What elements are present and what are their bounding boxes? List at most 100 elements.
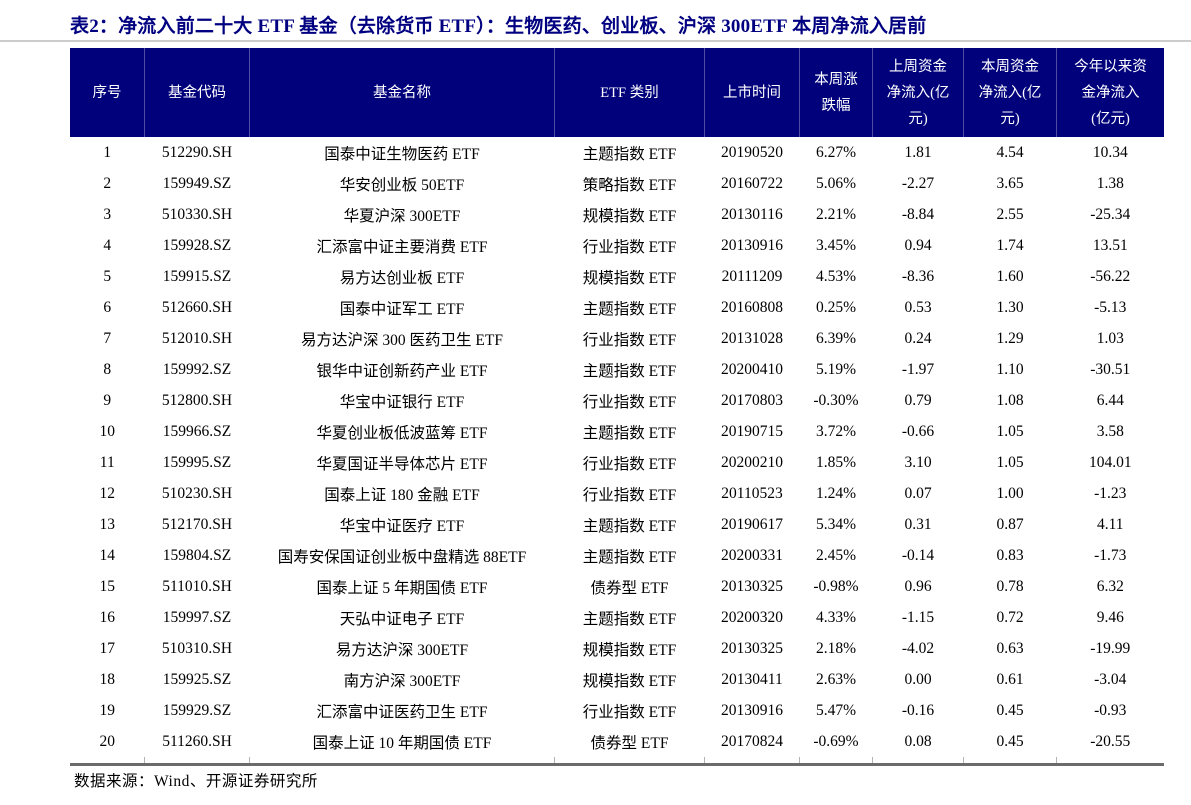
table-cell: -0.16 <box>901 701 935 719</box>
table-cell: 20190617 <box>721 515 783 533</box>
table-cell: 1.30 <box>996 298 1024 316</box>
table-cell: 3.58 <box>1096 422 1124 440</box>
table-body: 1 512290.SH 国泰中证生物医药 ETF 主题指数 ETF 20190520 6.… <box>70 137 1164 757</box>
table-cell: 2.63% <box>815 670 857 688</box>
table-cell: 511260.SH <box>162 732 232 750</box>
table-cell: 国泰上证 5 年期国债 ETF <box>316 579 488 597</box>
table-cell: 20200410 <box>721 360 783 378</box>
table-cell: 4.54 <box>996 143 1024 161</box>
table-cell: -0.69% <box>813 732 859 750</box>
table-cell: 0.24 <box>904 329 932 347</box>
table-cell: 20131028 <box>721 329 783 347</box>
table-cell: 南方沪深 300ETF <box>343 672 461 690</box>
table-cell: 6.32 <box>1096 577 1124 595</box>
table-cell: 20190520 <box>721 143 783 161</box>
table-row: 10 159966.SZ 华夏创业板低波蓝筹 ETF 主题指数 ETF 20190715… <box>70 416 1164 447</box>
table-cell: 3 <box>103 205 112 223</box>
table-row: 15 511010.SH 国泰上证 5 年期国债 ETF 债券型 ETF 2013032… <box>70 571 1164 602</box>
strip-cell <box>70 757 145 765</box>
table-cell: 5 <box>103 267 112 285</box>
table-cell: -3.04 <box>1094 670 1127 688</box>
table-cell: 行业指数 ETF <box>582 238 677 256</box>
table-row: 14 159804.SZ 国寿安保国证创业板中盘精选 88ETF 主题指数 ETF 20… <box>70 540 1164 571</box>
table-cell: 3.10 <box>904 453 932 471</box>
table-cell: 15 <box>99 577 116 595</box>
table-cell: 策略指数 ETF <box>582 176 677 194</box>
table-cell: -0.66 <box>901 422 935 440</box>
table-cell: 20170803 <box>721 391 783 409</box>
table-cell: 1.08 <box>996 391 1024 409</box>
table-cell: 银华中证创新药产业 ETF <box>316 362 488 380</box>
table-cell: 易方达创业板 ETF <box>339 269 465 287</box>
table-cell: 汇添富中证医药卫生 ETF <box>316 703 488 721</box>
column-header: 基金代码 <box>144 48 250 137</box>
table-cell: 159966.SZ <box>162 422 232 440</box>
etf-fund-table: 序号 基金代码 基金名称 ETF 类别 上市时间 本周涨 跌幅 上周资金 净流入(亿 元) 本… <box>70 48 1164 766</box>
table-cell: 159997.SZ <box>162 608 232 626</box>
table-cell: 20160722 <box>721 174 783 192</box>
table-cell: 0.63 <box>996 639 1024 657</box>
table-cell: 10.34 <box>1092 143 1128 161</box>
table-cell: 104.01 <box>1088 453 1132 471</box>
column-header: 基金名称 <box>249 48 555 137</box>
table-cell: 规模指数 ETF <box>582 672 677 690</box>
strip-cell <box>1057 757 1165 765</box>
table-cell: 20130325 <box>721 577 783 595</box>
table-cell: 1.05 <box>996 453 1024 471</box>
table-cell: 1.81 <box>904 143 932 161</box>
table-row: 11 159995.SZ 华夏国证半导体芯片 ETF 行业指数 ETF 20200210… <box>70 447 1164 478</box>
table-cell: 规模指数 ETF <box>582 207 677 225</box>
table-cell: 20130325 <box>721 639 783 657</box>
table-cell: 5.19% <box>815 360 857 378</box>
table-cell: 20190715 <box>721 422 783 440</box>
table-cell: 159929.SZ <box>162 701 232 719</box>
table-cell: 1.29 <box>996 329 1024 347</box>
table-cell: 12 <box>99 484 116 502</box>
strip-cell <box>249 757 555 765</box>
table-cell: 0.78 <box>996 577 1024 595</box>
table-row: 19 159929.SZ 汇添富中证医药卫生 ETF 行业指数 ETF 20130916… <box>70 695 1164 726</box>
table-cell: 20 <box>99 732 116 750</box>
table-row: 13 512170.SH 华宝中证医疗 ETF 主题指数 ETF 20190617 5.3… <box>70 509 1164 540</box>
strip-cell <box>144 757 250 765</box>
table-cell: 20130116 <box>721 205 783 223</box>
table-cell: 天弘中证电子 ETF <box>339 610 465 628</box>
table-cell: 主题指数 ETF <box>582 548 677 566</box>
table-cell: 0.72 <box>996 608 1024 626</box>
table-cell: 华宝中证银行 ETF <box>339 393 465 411</box>
table-cell: 0.53 <box>904 298 932 316</box>
table-cell: 行业指数 ETF <box>582 703 677 721</box>
table-cell: 159995.SZ <box>162 453 232 471</box>
column-header: 上周资金 净流入(亿 元) <box>872 48 964 137</box>
table-cell: 规模指数 ETF <box>582 641 677 659</box>
table-cell: -4.02 <box>901 639 935 657</box>
table-cell: 3.72% <box>815 422 857 440</box>
table-cell: 华安创业板 50ETF <box>339 176 465 194</box>
table-row: 7 512010.SH 易方达沪深 300 医药卫生 ETF 行业指数 ETF 2013… <box>70 323 1164 354</box>
table-row: 6 512660.SH 国泰中证军工 ETF 主题指数 ETF 20160808 0.25… <box>70 292 1164 323</box>
column-header: 本周资金 净流入(亿 元) <box>963 48 1057 137</box>
table-cell: 159915.SZ <box>162 267 232 285</box>
table-row: 12 510230.SH 国泰上证 180 金融 ETF 行业指数 ETF 201105… <box>70 478 1164 509</box>
table-cell: 华夏创业板低波蓝筹 ETF <box>316 424 488 442</box>
table-cell: -1.97 <box>901 360 935 378</box>
table-cell: 0.83 <box>996 546 1024 564</box>
strip-cell <box>963 757 1057 765</box>
table-cell: -5.13 <box>1094 298 1127 316</box>
table-cell: 20130916 <box>721 701 783 719</box>
table-cell: 1.00 <box>996 484 1024 502</box>
table-row: 8 159992.SZ 银华中证创新药产业 ETF 主题指数 ETF 20200410 5… <box>70 354 1164 385</box>
table-cell: 5.06% <box>815 174 857 192</box>
table-cell: 6.27% <box>815 143 857 161</box>
table-cell: 512170.SH <box>161 515 233 533</box>
table-row: 16 159997.SZ 天弘中证电子 ETF 主题指数 ETF 20200320 4.3… <box>70 602 1164 633</box>
table-cell: -8.36 <box>901 267 935 285</box>
table-cell: 1.74 <box>996 236 1024 254</box>
table-cell: -20.55 <box>1090 732 1131 750</box>
strip-cell <box>872 757 964 765</box>
table-cell: 0.79 <box>904 391 932 409</box>
table-cell: -8.84 <box>901 205 935 223</box>
table-row: 4 159928.SZ 汇添富中证主要消费 ETF 行业指数 ETF 20130916 3… <box>70 230 1164 261</box>
table-cell: 14 <box>99 546 116 564</box>
table-bottom-strip-body <box>70 757 1164 765</box>
